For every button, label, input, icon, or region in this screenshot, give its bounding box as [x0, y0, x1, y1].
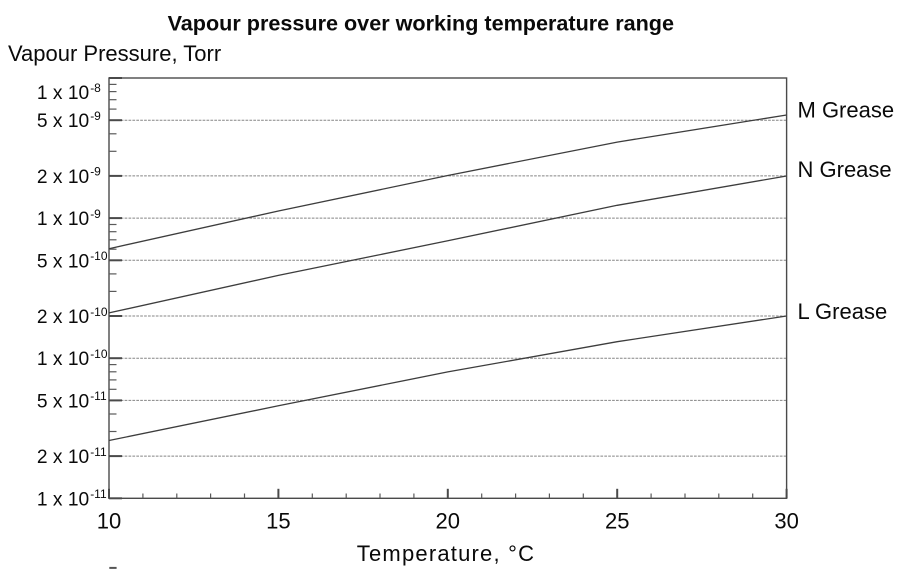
svg-text:25: 25 [605, 508, 629, 533]
svg-text:N Grease: N Grease [798, 157, 892, 182]
svg-text:-11: -11 [90, 487, 107, 501]
svg-text:2 x 10: 2 x 10 [37, 167, 89, 188]
svg-text:1 x 10: 1 x 10 [37, 83, 89, 104]
svg-text:-10: -10 [90, 347, 108, 361]
svg-text:1 x 10: 1 x 10 [37, 349, 89, 370]
svg-text:2 x 10: 2 x 10 [37, 307, 89, 328]
svg-text:-11: -11 [90, 445, 107, 459]
svg-text:5 x 10: 5 x 10 [37, 391, 89, 412]
svg-text:-9: -9 [90, 165, 101, 179]
svg-text:L Grease: L Grease [798, 299, 888, 324]
svg-text:2 x 10: 2 x 10 [37, 447, 89, 468]
svg-text:30: 30 [774, 508, 798, 533]
svg-text:Vapour Pressure, Torr: Vapour Pressure, Torr [8, 41, 221, 66]
svg-text:10: 10 [97, 508, 121, 533]
svg-text:M Grease: M Grease [798, 97, 895, 122]
svg-text:Vapour pressure over working t: Vapour pressure over working temperature… [168, 11, 674, 36]
svg-text:Temperature, °C: Temperature, °C [357, 541, 535, 566]
svg-text:-9: -9 [90, 109, 101, 123]
svg-text:-9: -9 [90, 207, 101, 221]
svg-text:1 x 10: 1 x 10 [37, 489, 89, 510]
svg-text:-11: -11 [90, 389, 107, 403]
svg-text:-10: -10 [90, 249, 108, 263]
svg-text:-8: -8 [90, 81, 101, 95]
svg-text:15: 15 [266, 508, 290, 533]
svg-text:20: 20 [436, 508, 460, 533]
svg-text:5 x 10: 5 x 10 [37, 111, 89, 132]
svg-text:5 x 10: 5 x 10 [37, 251, 89, 272]
svg-text:-10: -10 [90, 305, 108, 319]
svg-text:1 x 10: 1 x 10 [37, 209, 89, 230]
